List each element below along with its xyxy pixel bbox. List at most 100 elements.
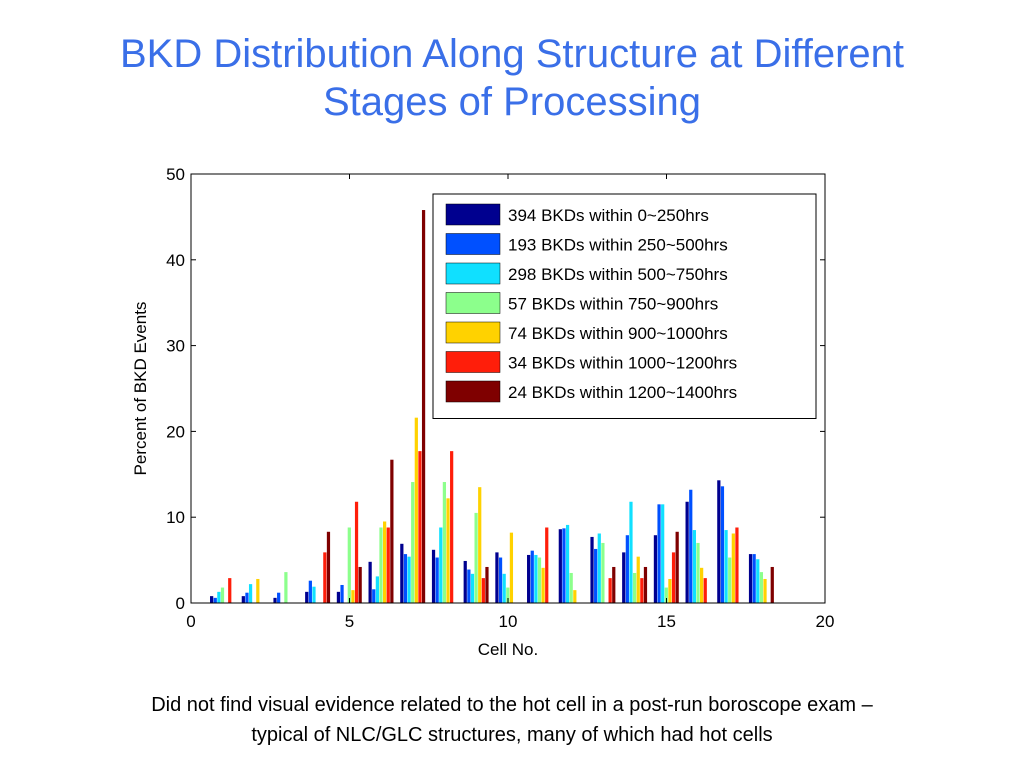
bar [403,554,408,603]
bar [383,521,387,603]
bar-series-3 [217,501,760,603]
bar [323,552,327,603]
bar [664,587,668,603]
bar [414,417,418,603]
bar [421,210,426,603]
bar [241,596,245,603]
bar [372,589,376,603]
bar [305,591,309,603]
x-tick-label: 5 [345,612,354,631]
bar [565,524,570,603]
bar [411,482,415,603]
bar [248,584,253,603]
legend-label: 193 BKDs within 250~500hrs [508,236,728,255]
bar [622,552,626,603]
legend-label: 298 BKDs within 500~750hrs [508,265,728,284]
bar-series-2 [213,486,756,603]
bar [478,487,482,603]
bar [431,549,436,603]
legend-swatch [445,321,501,344]
x-axis-label: Cell No. [478,640,538,659]
bar [632,572,637,603]
bar [470,573,475,603]
bar [573,590,577,603]
bar [608,578,612,603]
bar [661,504,665,603]
bar [220,587,225,603]
bar [756,559,760,603]
bar [703,578,707,603]
y-tick-label: 40 [166,251,185,270]
bar-series-4 [220,482,764,603]
bar [308,580,312,603]
bar [530,550,534,603]
bar [696,542,700,603]
bar [717,480,721,603]
bar [435,557,439,603]
y-tick-label: 20 [166,422,185,441]
bar [685,501,689,603]
y-tick-label: 10 [166,508,185,527]
bar [368,561,372,603]
bar [545,527,549,603]
bar [657,504,661,603]
bar-chart: 0 5 10 15 20 0 10 20 30 40 50 Cell No. Percent of BK… [131,165,834,659]
bar [735,527,739,603]
x-tick-label: 10 [499,612,518,631]
x-tick-labels: 0 5 10 15 20 [186,612,834,631]
bar [671,552,676,603]
bar [748,554,753,603]
bar [245,592,249,603]
slide-title-line-1: BKD Distribution Along Structure at Diff… [119,32,905,76]
bar [467,569,471,603]
bar [390,459,394,603]
bar [720,486,725,603]
y-tick-labels: 0 10 20 30 40 50 [166,165,185,613]
legend-swatch [445,380,501,403]
bar [770,566,774,603]
legend-label: 57 BKDs within 750~900hrs [508,295,718,314]
bar [354,501,359,603]
bar [277,592,281,603]
bar [485,566,489,603]
bar [558,529,562,603]
bar [474,512,478,603]
bar [336,591,341,603]
bar [375,576,379,603]
caption-line-1: Did not find visual evidence related to … [151,694,873,716]
bar-series-1 [210,480,753,603]
bar [498,557,503,603]
x-tick-label: 15 [657,612,676,631]
legend: 394 BKDs within 0~250hrs 193 BKDs within … [432,193,817,419]
bar [629,501,633,603]
bar-series-5 [256,417,767,603]
x-tick-label: 20 [816,612,835,631]
bar [418,451,422,603]
bar [534,554,538,603]
slide-title: BKD Distribution Along Structure at Diff… [0,30,1024,126]
bar [213,597,217,603]
bar [217,591,221,603]
legend-label: 74 BKDs within 900~1000hrs [508,324,728,343]
bars-group [210,210,774,603]
y-tick-label: 50 [166,165,185,184]
bar [728,557,732,603]
bar [668,578,672,603]
bar [590,536,594,603]
bar [495,552,499,603]
bar [612,566,616,603]
bar [450,451,454,603]
legend-label: 394 BKDs within 0~250hrs [508,206,709,225]
bar [752,554,756,603]
bar [636,556,640,603]
slide-title-line-2: Stages of Processing [323,80,701,124]
bar [400,543,404,603]
bar [386,527,390,603]
bar [228,578,232,603]
y-tick-label: 0 [176,594,185,613]
bar [446,498,450,603]
bar [675,531,679,603]
bar [351,590,355,603]
bar [481,578,485,603]
bar [731,533,735,603]
